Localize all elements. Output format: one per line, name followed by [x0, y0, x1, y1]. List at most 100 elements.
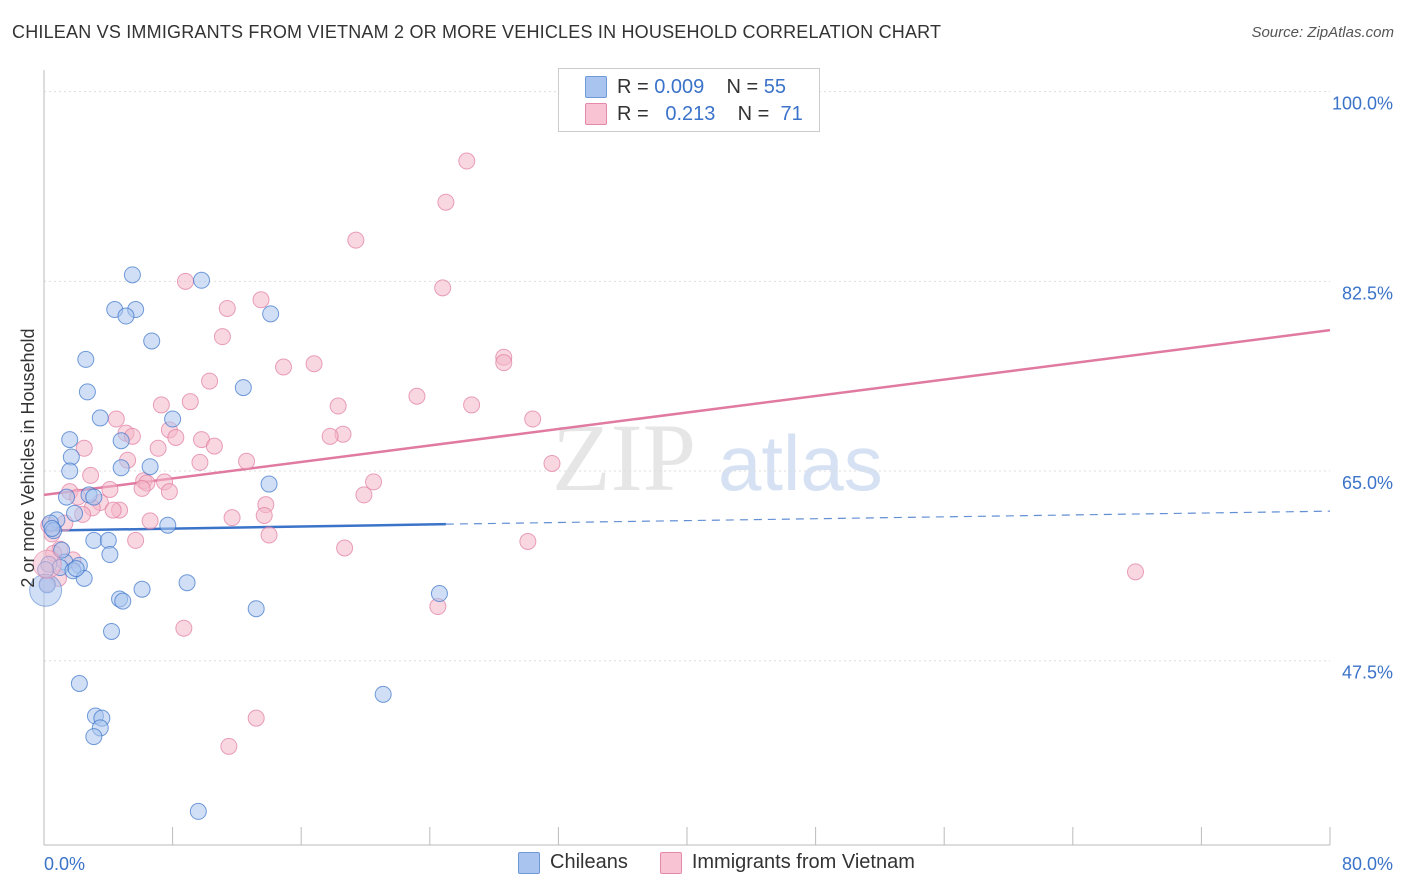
chileans-point — [58, 488, 76, 506]
chileans-point — [159, 516, 177, 534]
vietnam-point — [127, 531, 145, 549]
vietnam-point — [355, 486, 373, 504]
vietnam-point — [181, 393, 199, 411]
stats-legend: R = 0.009 N = 55 R = 0.213 N = 71 — [558, 68, 820, 132]
legend-label: Immigrants from Vietnam — [691, 851, 915, 873]
vietnam-point — [437, 193, 455, 211]
stats-row-vietnam: R = 0.213 N = 71 — [585, 101, 803, 127]
vietnam-point — [191, 453, 209, 471]
vietnam-point — [347, 231, 365, 249]
chileans-trend-line — [43, 522, 446, 532]
chileans-point — [260, 475, 278, 493]
chileans-point — [85, 488, 103, 506]
chileans-point — [262, 305, 280, 323]
vietnam-point — [141, 512, 159, 530]
vietnam-point — [365, 473, 383, 491]
vietnam-point — [463, 396, 481, 414]
n-label: N = — [726, 75, 759, 98]
source-label: Source: ZipAtlas.com — [1251, 24, 1394, 41]
vietnam-point — [329, 397, 347, 415]
chileans-point — [61, 431, 79, 449]
y-tick-label: 65.0% — [1342, 473, 1393, 493]
chileans-point — [85, 531, 103, 549]
chart-title: CHILEAN VS IMMIGRANTS FROM VIETNAM 2 OR … — [12, 22, 942, 42]
vietnam-point — [247, 709, 265, 727]
vietnam-point — [220, 737, 238, 755]
y-axis-label: 2 or more Vehicles in Household — [18, 328, 38, 587]
chileans-point — [178, 574, 196, 592]
r-value: 0.009 — [654, 75, 705, 98]
chileans-point — [112, 459, 130, 477]
chileans-point — [143, 332, 161, 350]
vietnam-point — [519, 533, 537, 551]
vietnam-point — [218, 299, 236, 317]
chileans-point — [234, 379, 252, 397]
vietnam-point — [32, 549, 62, 579]
vietnam-trend-line — [43, 328, 1331, 497]
r-value: 0.213 — [665, 102, 716, 125]
chileans-point — [61, 462, 79, 480]
chileans-point — [101, 546, 119, 564]
chileans-point — [99, 531, 117, 549]
chileans-point — [164, 410, 182, 428]
vietnam-point — [408, 387, 426, 405]
vietnam-legend-swatch — [659, 851, 682, 874]
chileans-point — [123, 266, 141, 284]
chileans-point — [62, 448, 80, 466]
vietnam-point — [223, 509, 241, 527]
vietnam-point — [205, 437, 223, 455]
vietnam-point — [101, 480, 119, 498]
chileans-point — [78, 383, 96, 401]
chileans-point — [114, 592, 132, 610]
vietnam-point — [1126, 563, 1144, 581]
vietnam-point — [104, 501, 122, 519]
vietnam-point — [238, 452, 256, 470]
chileans-point — [112, 432, 130, 450]
y-tick-label: 100.0% — [1332, 94, 1393, 114]
n-label: N = — [737, 102, 770, 125]
chileans-point — [133, 580, 151, 598]
vietnam-point — [152, 396, 170, 414]
vietnam-point — [252, 291, 270, 309]
vietnam-point — [495, 354, 513, 372]
n-value: 71 — [780, 102, 803, 125]
y-tick-label: 47.5% — [1342, 663, 1393, 683]
vietnam-point — [543, 454, 561, 472]
chileans-point — [117, 307, 135, 325]
chileans-trend-extension — [445, 510, 1331, 525]
chileans-point — [43, 519, 61, 537]
x-tick-label: 80.0% — [1342, 854, 1393, 874]
vietnam-point — [167, 428, 185, 446]
chileans-point — [141, 458, 159, 476]
chileans-point — [77, 350, 95, 368]
vietnam-point — [213, 328, 231, 346]
x-tick-label: 0.0% — [44, 854, 85, 874]
r-label: R = — [617, 75, 649, 98]
series-legend: Chileans Immigrants from Vietnam — [518, 851, 947, 874]
vietnam-point — [305, 355, 323, 373]
vietnam-point — [175, 619, 193, 637]
chileans-point — [67, 560, 85, 578]
vietnam-swatch — [585, 103, 607, 125]
vietnam-point — [133, 479, 151, 497]
vietnam-point — [321, 427, 339, 445]
vietnam-point — [260, 526, 278, 544]
vietnam-point — [458, 152, 476, 170]
vietnam-point — [149, 439, 167, 457]
chileans-point — [70, 674, 88, 692]
r-label: R = — [617, 102, 649, 125]
chileans-point — [247, 600, 265, 618]
n-value: 55 — [763, 75, 787, 98]
chileans-point — [85, 728, 103, 746]
chileans-legend-swatch — [518, 851, 540, 874]
legend-label: Chileans — [550, 851, 628, 873]
y-tick-label: 82.5% — [1342, 283, 1393, 303]
chileans-point — [189, 802, 207, 820]
chileans-point — [103, 622, 121, 640]
vietnam-point — [524, 410, 542, 428]
legend-item-chileans: Chileans — [518, 851, 628, 874]
vietnam-point — [255, 506, 273, 524]
chileans-point — [374, 685, 392, 703]
chileans-point — [430, 585, 448, 603]
